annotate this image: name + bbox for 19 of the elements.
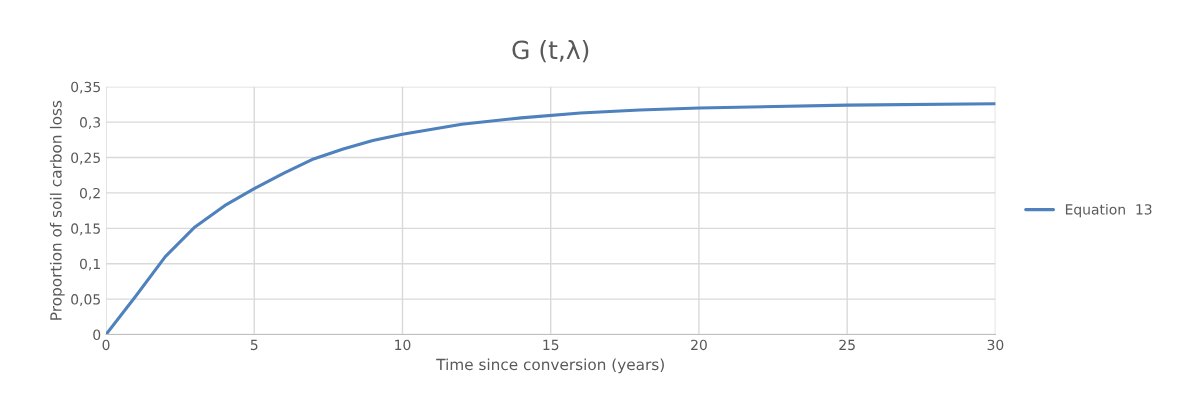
y-tick-label: 0 bbox=[93, 329, 101, 340]
x-tick-label: 0 bbox=[102, 339, 110, 351]
y-tick-label: 0,1 bbox=[79, 258, 100, 271]
y-tick-label: 0,15 bbox=[71, 223, 100, 236]
legend-label: Equation 13 bbox=[1065, 203, 1152, 218]
x-tick-label: 20 bbox=[691, 339, 707, 351]
y-tick-label: 0,25 bbox=[71, 152, 100, 165]
x-tick-label: 15 bbox=[543, 339, 559, 351]
chart-title: G (t,λ) bbox=[512, 39, 589, 63]
y-tick-label: 0,35 bbox=[71, 81, 100, 94]
x-axis-title: Time since conversion (years) bbox=[436, 358, 664, 374]
y-tick-label: 0,3 bbox=[79, 117, 101, 130]
x-tick-label: 25 bbox=[839, 339, 855, 351]
x-tick-label: 30 bbox=[987, 339, 1004, 351]
y-axis-title: Proportion of soil carbon loss bbox=[49, 100, 65, 320]
y-tick-label: 0,2 bbox=[79, 187, 100, 200]
x-tick-label: 10 bbox=[395, 339, 411, 351]
x-tick-label: 5 bbox=[250, 339, 258, 351]
y-tick-label: 0,05 bbox=[71, 294, 100, 307]
